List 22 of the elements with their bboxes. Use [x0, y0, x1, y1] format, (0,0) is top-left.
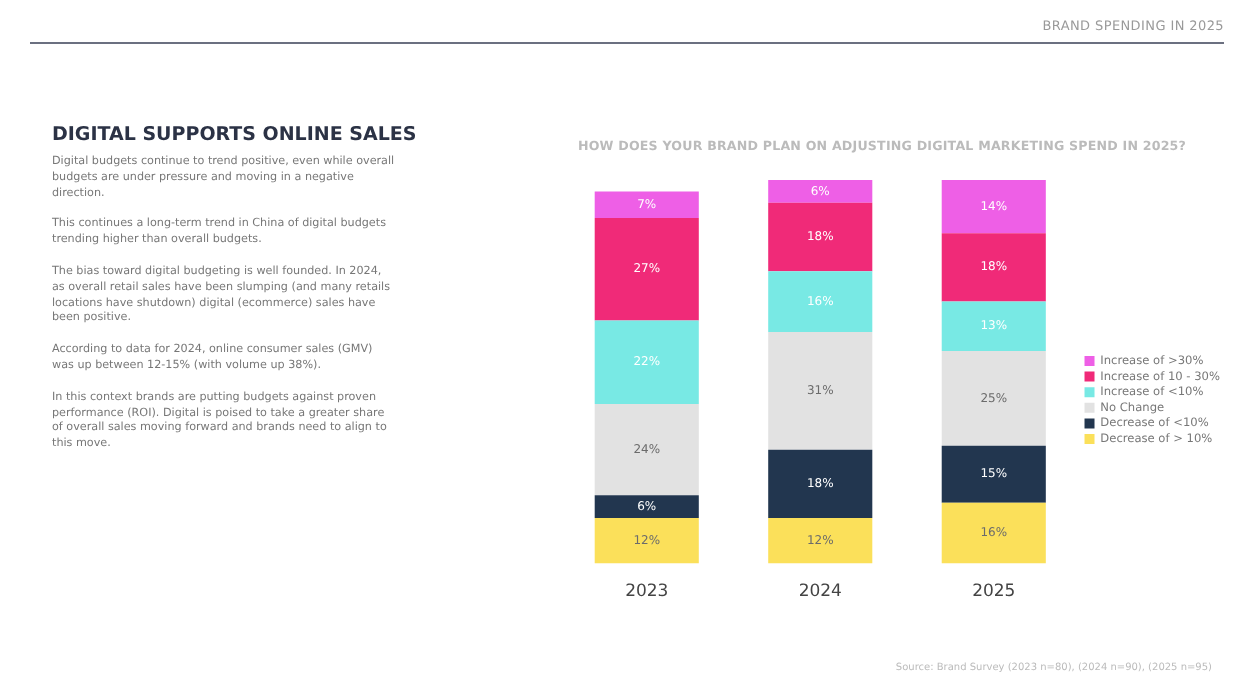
bar — [941, 350, 1046, 446]
text: DIGITAL SUPPORTS ONLINE SALES — [52, 124, 417, 146]
bar — [594, 217, 699, 321]
bar — [768, 449, 873, 519]
bar — [768, 271, 873, 332]
bar — [941, 180, 1046, 234]
bar — [768, 180, 873, 203]
bar — [941, 445, 1046, 503]
bar — [768, 331, 873, 450]
bar — [941, 502, 1046, 564]
bar — [594, 320, 699, 405]
x-tick-label: 2023 — [625, 582, 669, 603]
bar — [941, 233, 1046, 302]
bar — [594, 495, 699, 519]
x-tick-label: 2024 — [798, 582, 842, 603]
bar — [768, 518, 873, 564]
bar — [594, 518, 699, 564]
bar — [941, 301, 1046, 351]
bar — [594, 404, 699, 496]
bar — [768, 202, 873, 272]
bar — [594, 191, 699, 218]
x-tick-label: 2025 — [972, 582, 1016, 603]
